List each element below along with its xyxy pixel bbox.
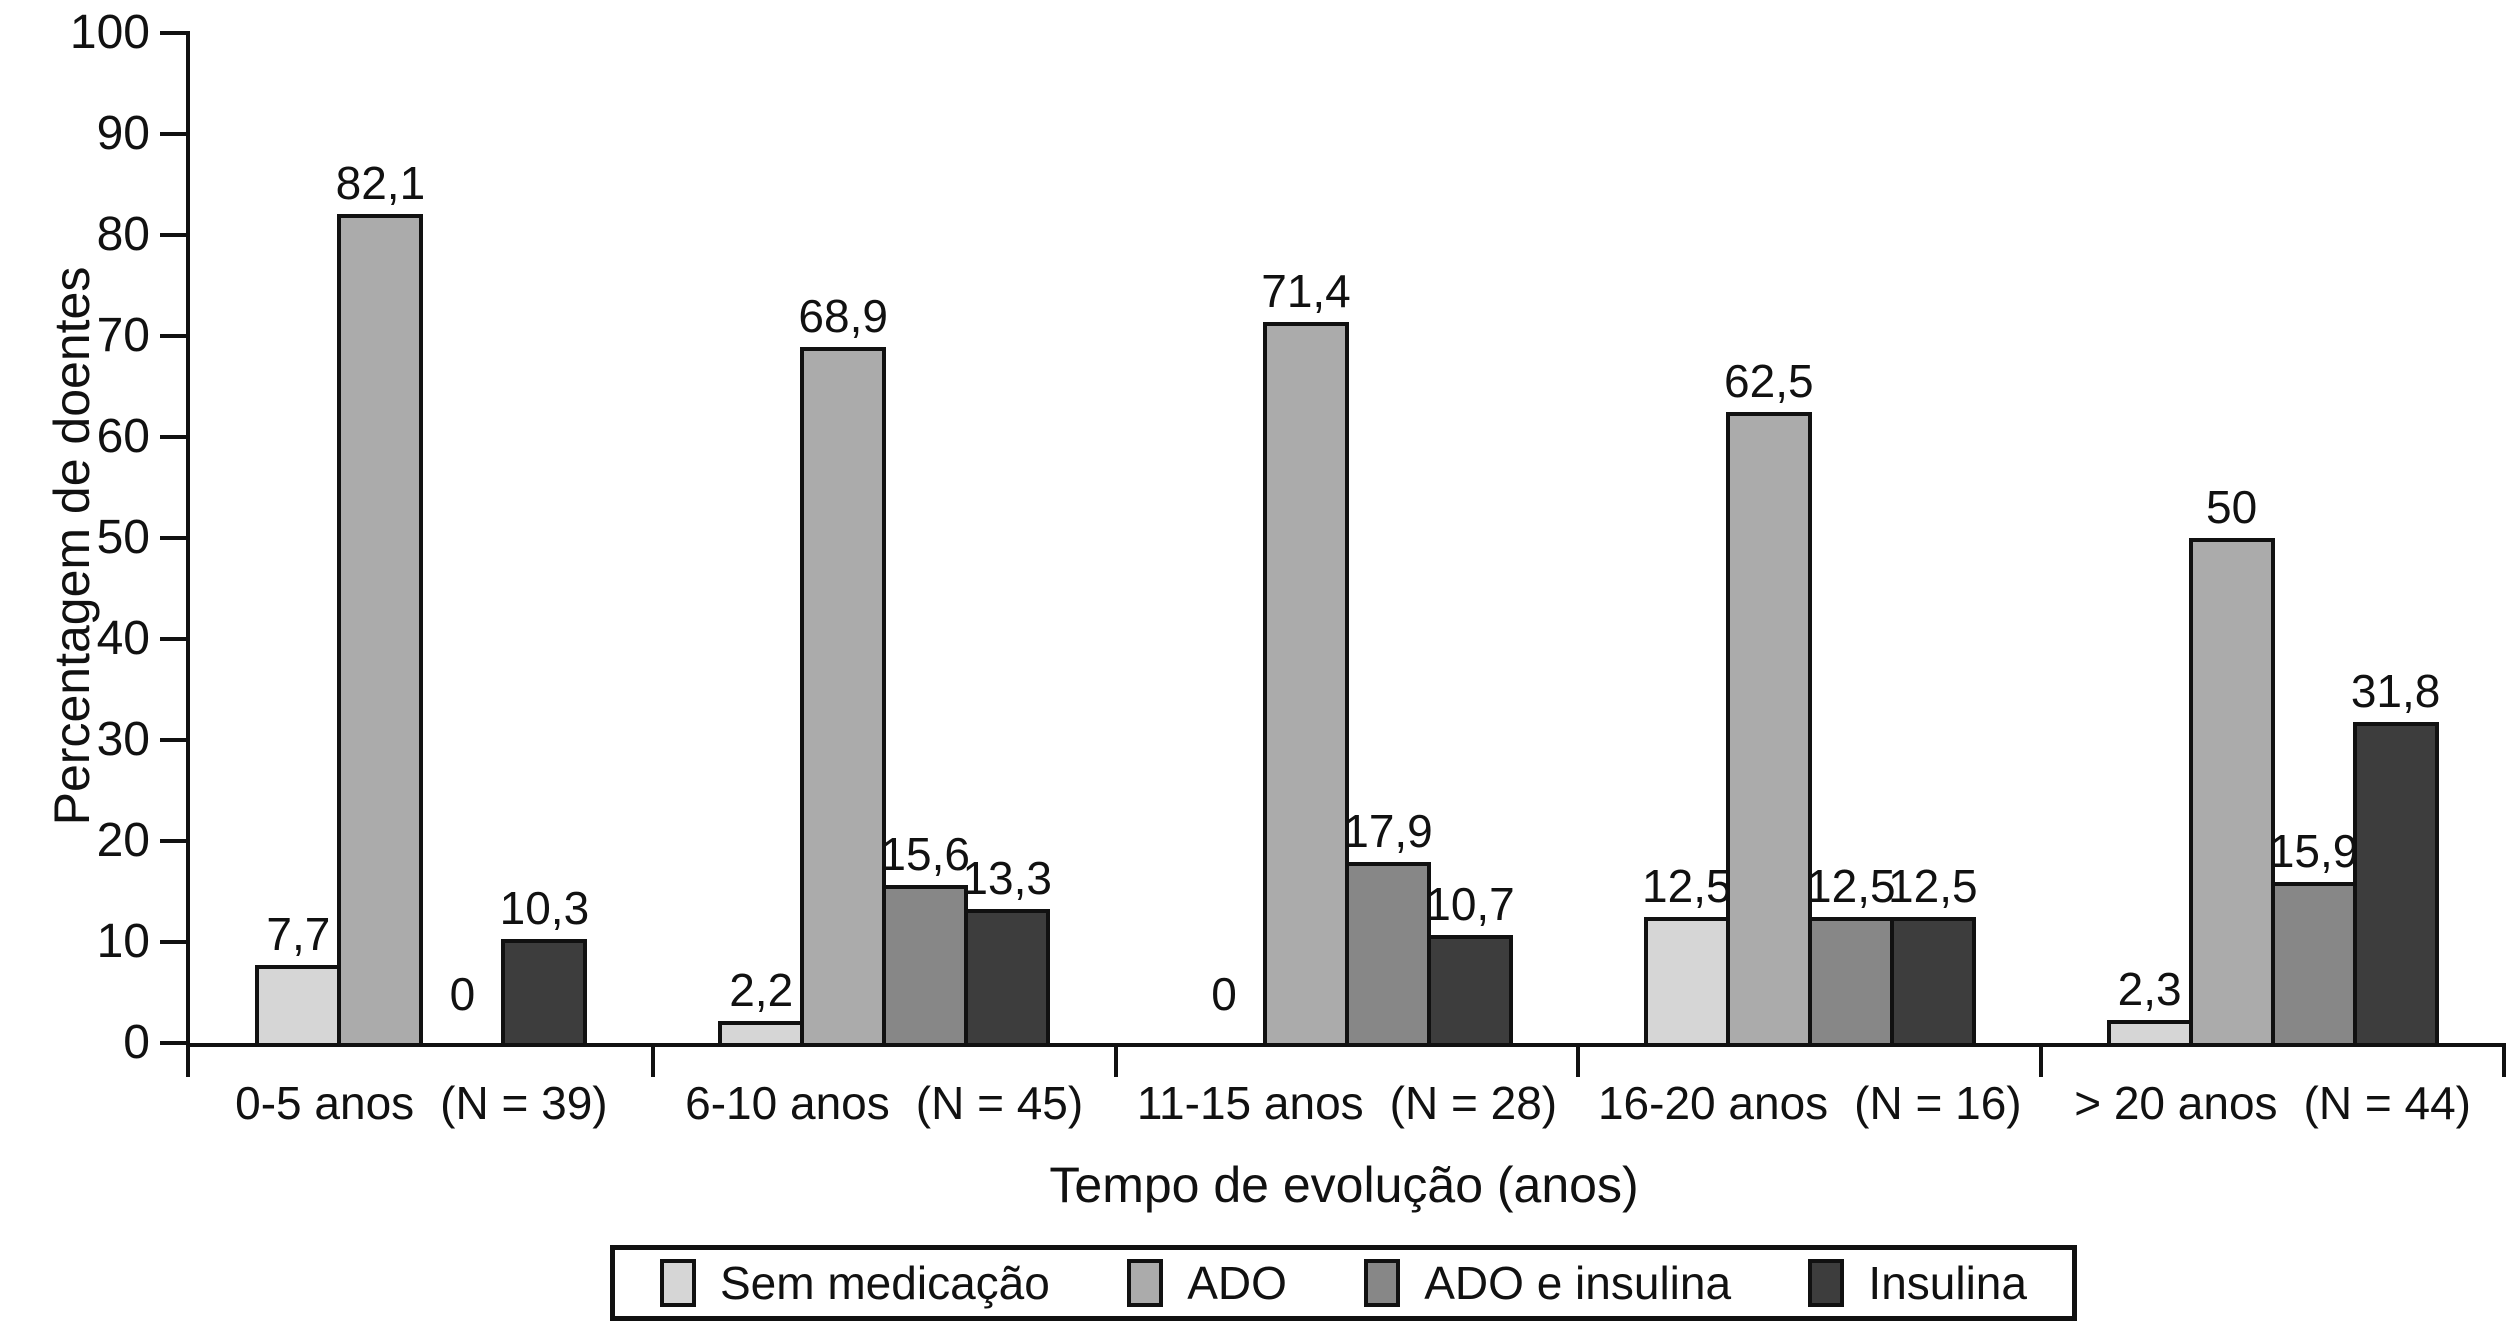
bar-value-label: 7,7 xyxy=(266,908,331,961)
legend-item: Sem medicação xyxy=(660,1259,1050,1307)
legend-label: ADO e insulina xyxy=(1424,1257,1732,1309)
bar-value-label: 82,1 xyxy=(335,156,426,209)
category-label: 16-20 anos (N = 16) xyxy=(1598,1078,2022,1128)
category-name: 6-10 anos xyxy=(685,1077,890,1129)
x-group-tick xyxy=(1576,1043,1581,1077)
category-name: 11-15 anos xyxy=(1136,1077,1364,1129)
bar-value-label: 2,2 xyxy=(729,963,794,1016)
y-tick xyxy=(160,31,190,35)
bar-value-label: 68,9 xyxy=(798,290,888,343)
bar xyxy=(2270,882,2357,1047)
bar xyxy=(255,965,342,1047)
bar-value-label: 2,3 xyxy=(2117,962,2182,1015)
category-count: (N = 45) xyxy=(915,1077,1084,1129)
y-tick xyxy=(160,1041,190,1045)
bar xyxy=(1643,916,1730,1047)
y-tick xyxy=(160,536,190,540)
y-tick xyxy=(160,839,190,843)
y-tick xyxy=(160,738,190,742)
y-tick xyxy=(160,233,190,237)
bar xyxy=(501,938,588,1047)
bar-value-label: 10,3 xyxy=(499,881,590,934)
bar-value-label: 31,8 xyxy=(2350,664,2441,717)
category-label: > 20 anos (N = 44) xyxy=(2074,1078,2471,1128)
bar xyxy=(1263,321,1349,1047)
bar xyxy=(2188,538,2275,1047)
x-group-tick xyxy=(650,1043,655,1077)
bar-value-label: 12,5 xyxy=(1806,859,1896,912)
category-count: (N = 44) xyxy=(2303,1077,2471,1129)
bar xyxy=(337,213,424,1047)
y-tick-label: 60 xyxy=(96,410,150,463)
bar-value-label: 15,6 xyxy=(880,828,970,881)
category-count: (N = 28) xyxy=(1389,1077,1558,1129)
category-count: (N = 16) xyxy=(1854,1077,2022,1129)
category-label: 6-10 anos (N = 45) xyxy=(685,1078,1083,1128)
y-tick-label: 90 xyxy=(96,107,150,160)
legend: Sem medicação ADO ADO e insulina Insulina xyxy=(610,1245,2077,1321)
y-tick-label: 30 xyxy=(96,713,150,766)
x-group-tick xyxy=(2039,1043,2044,1077)
y-tick xyxy=(160,435,190,439)
bar-value-label: 13,3 xyxy=(962,851,1052,904)
category-label: 0-5 anos (N = 39) xyxy=(235,1078,607,1128)
legend-swatch xyxy=(660,1259,696,1307)
legend-swatch xyxy=(1364,1259,1401,1307)
bar-value-label: 50 xyxy=(2206,481,2258,533)
y-tick-label: 10 xyxy=(96,915,150,968)
bar xyxy=(800,347,887,1047)
y-tick-label: 80 xyxy=(96,208,150,261)
legend-item: Insulina xyxy=(1808,1259,2027,1307)
y-tick-label: 70 xyxy=(96,309,150,362)
category-count: (N = 39) xyxy=(440,1077,608,1129)
category-label: 11-15 anos (N = 28) xyxy=(1137,1078,1557,1128)
y-tick xyxy=(160,637,190,641)
bar xyxy=(1725,411,1812,1047)
y-tick xyxy=(160,334,190,338)
bar-value-label: 71,4 xyxy=(1261,264,1351,317)
y-tick-label: 20 xyxy=(96,814,150,867)
legend-item: ADO xyxy=(1127,1259,1287,1307)
y-axis-line xyxy=(186,33,190,1077)
legend-swatch xyxy=(1808,1259,1845,1307)
bar xyxy=(882,885,969,1047)
legend-item: ADO e insulina xyxy=(1364,1259,1731,1307)
category-name: 0-5 anos xyxy=(235,1077,415,1129)
y-tick xyxy=(160,940,190,944)
category-name: > 20 anos xyxy=(2074,1077,2278,1129)
y-tick-label: 50 xyxy=(96,511,150,564)
bar xyxy=(1345,862,1431,1047)
bar-value-label: 15,9 xyxy=(2268,825,2359,878)
y-tick-label: 0 xyxy=(123,1016,150,1069)
bar xyxy=(1889,916,1976,1047)
y-tick-label: 40 xyxy=(96,612,150,665)
bar xyxy=(2106,1019,2193,1047)
bar xyxy=(1807,916,1894,1047)
y-tick-label: 100 xyxy=(69,6,150,59)
x-axis-title: Tempo de evolução (anos) xyxy=(1049,1157,1639,1213)
y-tick xyxy=(160,132,190,136)
bar xyxy=(964,908,1051,1047)
bar xyxy=(718,1020,805,1047)
bar xyxy=(2352,721,2439,1047)
bar-value-label: 12,5 xyxy=(1642,859,1732,912)
bar-value-label: 62,5 xyxy=(1724,354,1814,407)
legend-swatch xyxy=(1127,1259,1164,1307)
legend-label: ADO xyxy=(1187,1257,1287,1309)
bar-value-label: 10,7 xyxy=(1425,877,1515,930)
legend-label: Sem medicação xyxy=(720,1257,1050,1309)
bar-value-label: 12,5 xyxy=(1888,859,1978,912)
x-group-tick xyxy=(2502,1043,2506,1077)
bar-value-label: 17,9 xyxy=(1343,805,1433,858)
x-group-tick xyxy=(1113,1043,1118,1077)
legend-label: Insulina xyxy=(1868,1257,2027,1309)
bar-value-label: 0 xyxy=(449,968,476,1020)
bar-value-label: 0 xyxy=(1211,968,1237,1020)
category-name: 16-20 anos xyxy=(1597,1077,1829,1129)
bar xyxy=(1427,934,1513,1047)
